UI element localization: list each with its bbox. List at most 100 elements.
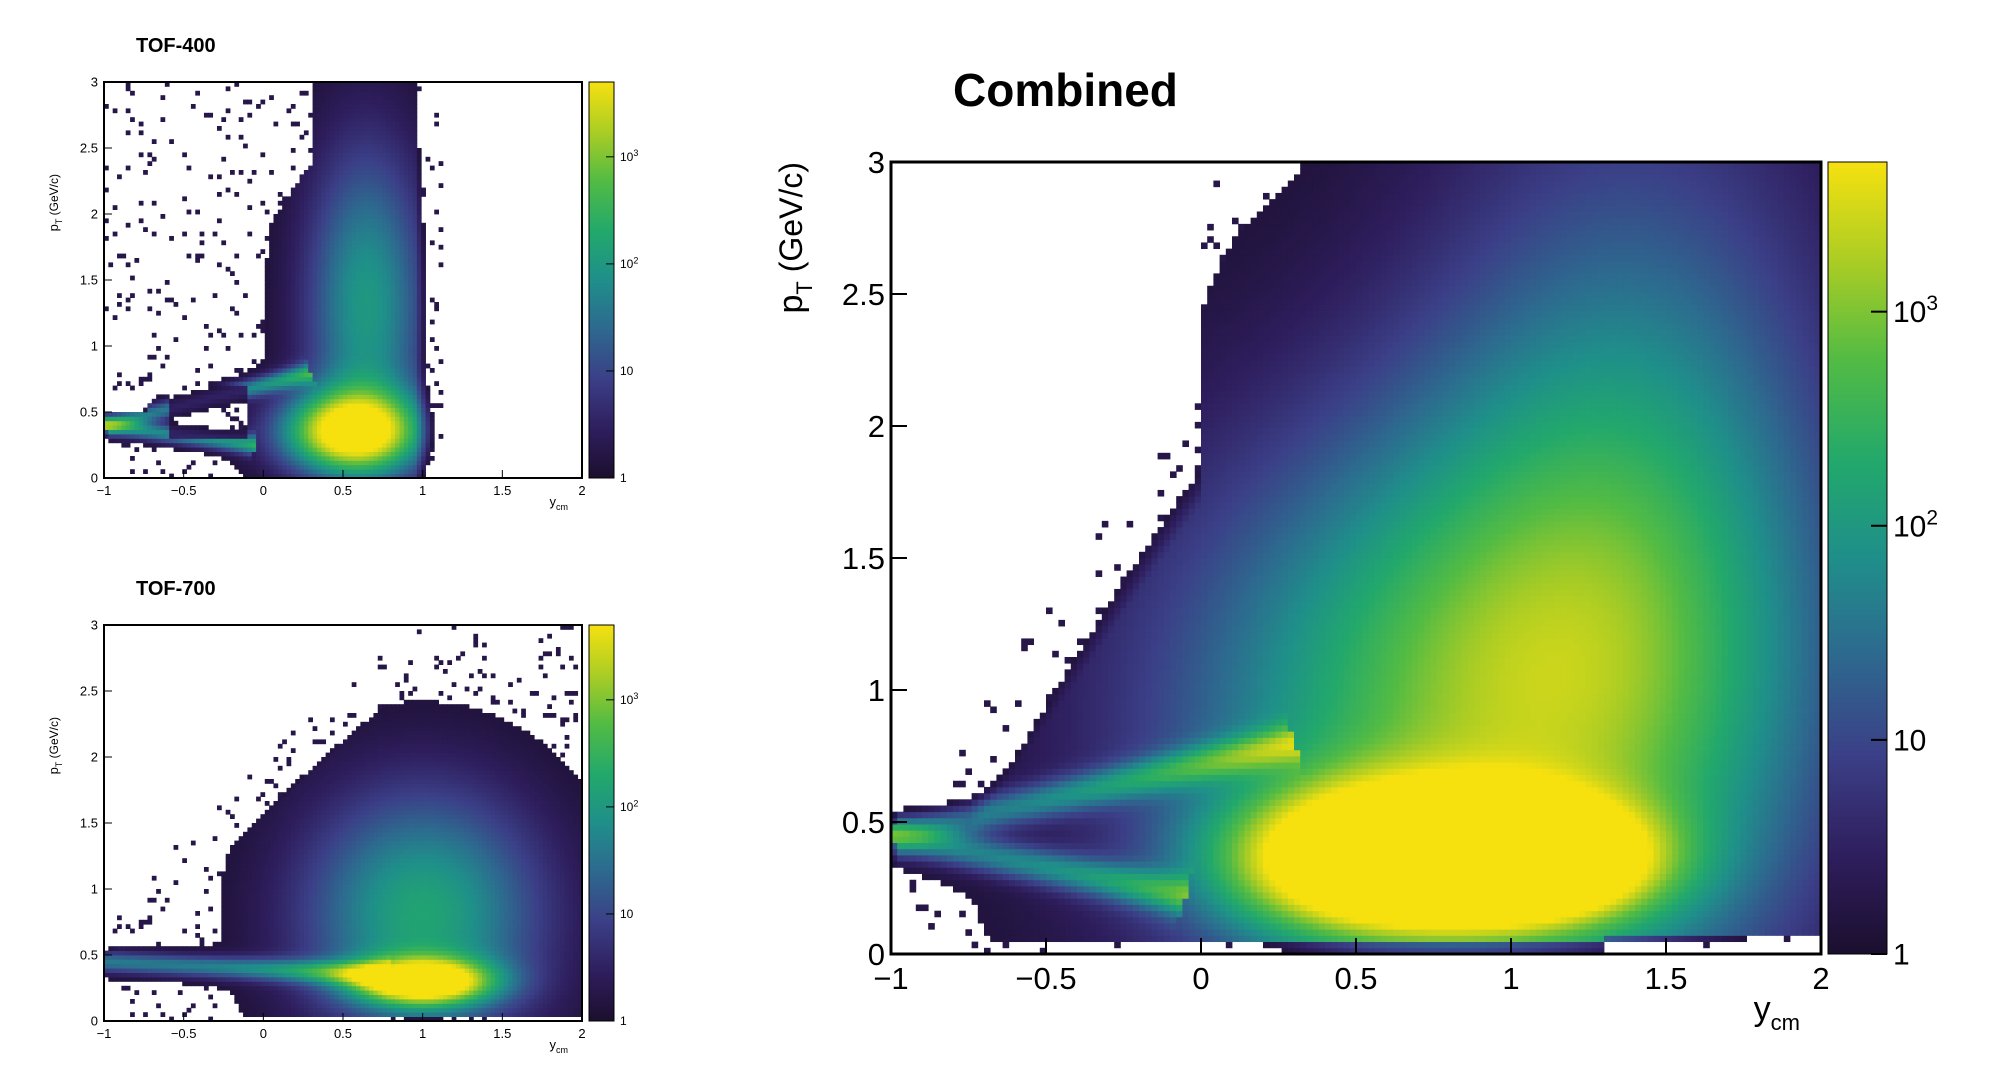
heatmap-cell bbox=[308, 1003, 313, 1009]
heatmap-cell bbox=[286, 959, 292, 965]
heatmap-cell bbox=[364, 271, 370, 276]
heatmap-cell bbox=[299, 442, 305, 448]
heatmap-cell bbox=[390, 165, 396, 171]
heatmap-cell bbox=[412, 350, 418, 356]
heatmap-cell bbox=[273, 376, 279, 382]
heatmap-cell bbox=[277, 297, 283, 303]
heatmap-cell bbox=[256, 827, 261, 833]
heatmap-cell bbox=[386, 451, 392, 457]
heatmap-cell bbox=[282, 456, 287, 461]
heatmap-cell bbox=[125, 222, 131, 228]
heatmap-cell bbox=[373, 368, 379, 373]
heatmap-cell bbox=[256, 451, 261, 457]
heatmap-cell bbox=[303, 412, 309, 417]
heatmap-cell bbox=[377, 266, 383, 272]
heatmap-cell bbox=[399, 218, 405, 224]
heatmap-cell bbox=[360, 451, 366, 457]
heatmap-cell bbox=[303, 244, 309, 250]
heatmap-cell bbox=[303, 946, 309, 951]
heatmap-cell bbox=[277, 875, 283, 881]
heatmap-cell bbox=[312, 161, 318, 166]
heatmap-cell bbox=[429, 412, 435, 417]
heatmap-cell bbox=[325, 332, 331, 338]
heatmap-cell bbox=[273, 231, 279, 237]
heatmap-cell bbox=[216, 963, 222, 969]
heatmap-cell bbox=[295, 381, 300, 386]
heatmap-cell bbox=[386, 324, 392, 329]
heatmap-cell bbox=[373, 284, 379, 290]
heatmap-cell bbox=[299, 403, 305, 408]
heatmap-cell bbox=[386, 161, 392, 166]
heatmap-cell bbox=[147, 420, 153, 426]
heatmap-cell bbox=[338, 442, 344, 448]
heatmap-cell bbox=[325, 196, 331, 202]
heatmap-cell bbox=[386, 152, 392, 158]
heatmap-cell bbox=[303, 407, 309, 413]
heatmap-cell bbox=[195, 425, 200, 430]
heatmap-cell bbox=[412, 205, 418, 210]
heatmap-cell bbox=[321, 218, 327, 224]
heatmap-cell bbox=[199, 941, 205, 947]
heatmap-cell bbox=[347, 359, 353, 364]
heatmap-cell bbox=[356, 372, 361, 378]
heatmap-cell bbox=[160, 955, 166, 960]
heatmap-cell bbox=[160, 968, 166, 973]
heatmap-cell bbox=[230, 438, 235, 444]
heatmap-cell bbox=[303, 779, 309, 784]
x-tick-label: 1.5 bbox=[493, 483, 511, 498]
heatmap-cell bbox=[256, 412, 261, 417]
heatmap-cell bbox=[390, 130, 396, 136]
heatmap-cell bbox=[290, 398, 296, 404]
heatmap-cell bbox=[412, 346, 418, 351]
heatmap-cell bbox=[351, 442, 357, 448]
heatmap-cell bbox=[416, 456, 422, 461]
heatmap-cell bbox=[329, 183, 335, 188]
heatmap-cell bbox=[117, 915, 122, 921]
heatmap-cell bbox=[390, 236, 396, 241]
heatmap-cell bbox=[390, 196, 396, 202]
heatmap-cell bbox=[382, 148, 387, 153]
heatmap-cell bbox=[299, 968, 305, 973]
heatmap-cell bbox=[386, 363, 392, 369]
heatmap-cell bbox=[338, 209, 344, 215]
heatmap-cell bbox=[303, 372, 309, 378]
heatmap-cell bbox=[295, 963, 300, 969]
heatmap-cell bbox=[316, 236, 322, 241]
heatmap-cell bbox=[382, 456, 387, 461]
heatmap-cell bbox=[408, 266, 413, 272]
heatmap-cell bbox=[299, 985, 305, 991]
heatmap-cell bbox=[121, 438, 127, 444]
heatmap-cell bbox=[421, 456, 426, 461]
heatmap-cell bbox=[290, 977, 296, 982]
heatmap-cell bbox=[234, 946, 240, 951]
heatmap-cell bbox=[299, 297, 305, 303]
heatmap-cell bbox=[286, 897, 292, 903]
heatmap-cell bbox=[329, 214, 335, 219]
heatmap-cell bbox=[290, 359, 296, 364]
heatmap-cell bbox=[295, 950, 300, 956]
heatmap-cell bbox=[399, 337, 405, 342]
heatmap-cell bbox=[360, 152, 366, 158]
heatmap-cell bbox=[421, 368, 426, 373]
heatmap-cell bbox=[360, 275, 366, 281]
heatmap-cell bbox=[382, 214, 387, 219]
heatmap-cell bbox=[290, 262, 296, 268]
heatmap-cell bbox=[290, 893, 296, 899]
heatmap-cell bbox=[334, 416, 340, 422]
heatmap-cell bbox=[403, 456, 409, 461]
heatmap-cell bbox=[295, 332, 300, 338]
heatmap-cell bbox=[243, 990, 248, 995]
heatmap-cell bbox=[190, 425, 196, 430]
heatmap-cell bbox=[277, 350, 283, 356]
heatmap-cell bbox=[364, 240, 370, 246]
heatmap-cell bbox=[338, 139, 344, 144]
heatmap-cell bbox=[147, 968, 153, 973]
heatmap-cell bbox=[316, 280, 322, 285]
heatmap-cell bbox=[264, 977, 270, 982]
heatmap-cell bbox=[316, 95, 322, 100]
heatmap-cell bbox=[104, 972, 109, 978]
heatmap-cell bbox=[282, 955, 287, 960]
heatmap-cell bbox=[151, 407, 157, 413]
heatmap-cell bbox=[399, 324, 405, 329]
heatmap-cell bbox=[134, 946, 140, 951]
